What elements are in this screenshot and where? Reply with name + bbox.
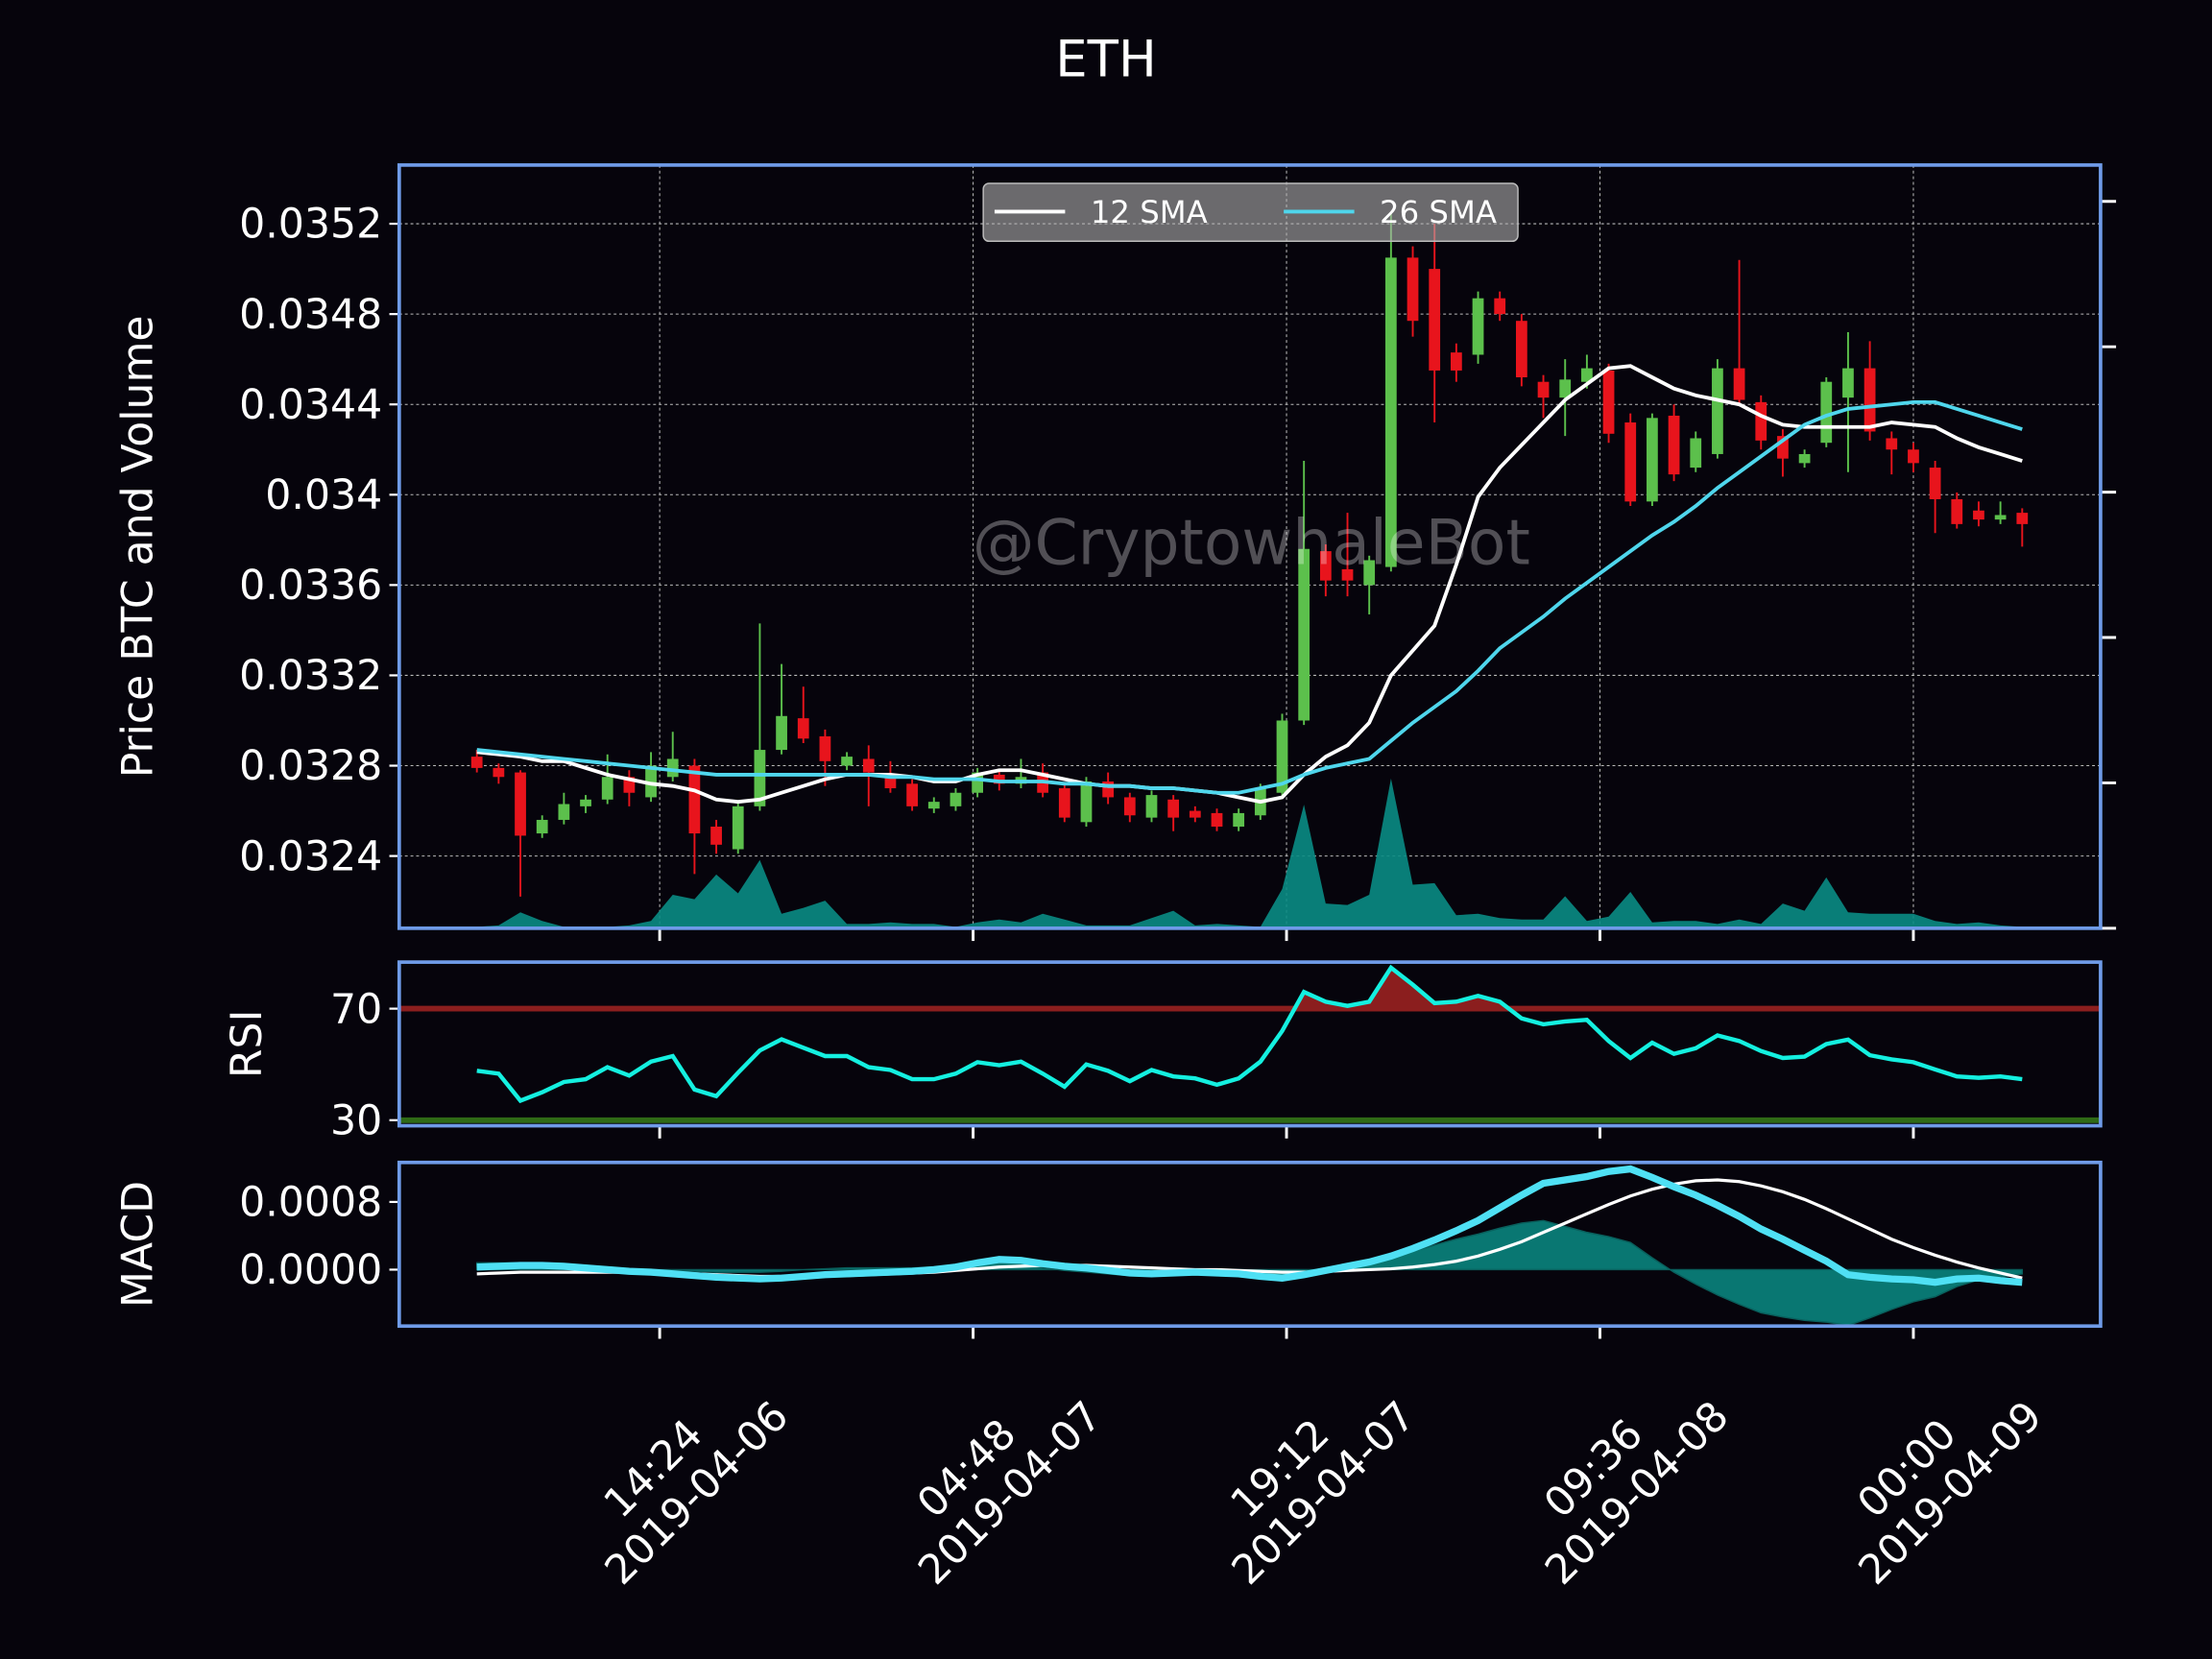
candle-body bbox=[1951, 498, 1963, 524]
candle-body bbox=[862, 758, 875, 773]
candle-body bbox=[1276, 720, 1288, 793]
chart-title: ETH bbox=[1055, 30, 1156, 88]
candle-body bbox=[754, 750, 766, 806]
panel-frame bbox=[397, 1160, 2103, 1329]
candle-body bbox=[1733, 368, 1745, 400]
candle-body bbox=[645, 765, 657, 798]
candle-body bbox=[972, 772, 983, 793]
candle-body bbox=[993, 774, 1005, 784]
candle-body bbox=[666, 758, 679, 778]
y-tick-label: 0.0000 bbox=[239, 1246, 382, 1294]
candle-body bbox=[1058, 788, 1070, 818]
candle-body bbox=[1102, 781, 1115, 798]
y-axis-label: MACD bbox=[114, 1181, 163, 1308]
candle-body bbox=[1647, 418, 1658, 502]
candle-body bbox=[1581, 368, 1593, 382]
y-tick-label: 30 bbox=[330, 1096, 382, 1144]
candle-body bbox=[1908, 449, 1919, 464]
candle-body bbox=[1429, 269, 1441, 371]
candle-body bbox=[580, 799, 591, 806]
y-tick-label: 70 bbox=[330, 985, 382, 1033]
y-tick-label: 0.0344 bbox=[239, 381, 382, 429]
candle-body bbox=[1341, 568, 1354, 581]
candle-body bbox=[1167, 799, 1180, 818]
candle-body bbox=[906, 783, 918, 806]
candle-body bbox=[601, 777, 613, 800]
candle-body bbox=[515, 772, 526, 836]
y-tick-label: 0.0328 bbox=[239, 742, 382, 790]
y-tick-label: 0.0332 bbox=[239, 652, 382, 700]
candle-body bbox=[623, 777, 636, 793]
rsi-line bbox=[476, 964, 2023, 1104]
candle-body bbox=[1494, 298, 1506, 315]
candle-body bbox=[1298, 548, 1310, 721]
macd-line bbox=[476, 1165, 2023, 1286]
candle-body bbox=[884, 774, 897, 789]
y-tick-label: 0.034 bbox=[265, 471, 382, 519]
candle-body bbox=[1319, 551, 1332, 581]
legend-box bbox=[982, 182, 1519, 243]
candle-body bbox=[732, 805, 744, 850]
candle-body bbox=[1559, 379, 1572, 398]
candle-body bbox=[1516, 321, 1527, 377]
y-tick-label: 0.0352 bbox=[239, 201, 382, 249]
candle-body bbox=[558, 804, 570, 820]
watermark: @CryptowhaleBot bbox=[973, 508, 1530, 580]
candle-body bbox=[1363, 560, 1376, 586]
candle-body bbox=[1145, 795, 1158, 818]
candle-body bbox=[1886, 438, 1898, 450]
candle-body bbox=[688, 765, 701, 834]
panel-frame bbox=[397, 960, 2103, 1128]
y-tick-label: 0.0336 bbox=[239, 562, 382, 610]
candle-body bbox=[1994, 515, 2007, 520]
sma-line bbox=[476, 364, 2023, 805]
candle-body bbox=[1712, 368, 1723, 454]
candle-body bbox=[536, 819, 548, 834]
y-tick-label: 0.0348 bbox=[239, 291, 382, 339]
candle-body bbox=[493, 767, 505, 778]
candle-body bbox=[1123, 797, 1136, 816]
legend-label: 12 SMA bbox=[1091, 194, 1208, 230]
y-axis-label: RSI bbox=[223, 1010, 272, 1079]
candle-body bbox=[2016, 513, 2029, 524]
candle-body bbox=[1668, 415, 1680, 475]
candle-body bbox=[1602, 370, 1615, 434]
candle-body bbox=[776, 715, 787, 751]
y-tick-label: 0.0008 bbox=[239, 1179, 382, 1227]
candle-body bbox=[1450, 352, 1462, 371]
candle-body bbox=[1755, 401, 1767, 441]
candle-body bbox=[950, 792, 962, 806]
candle-body bbox=[841, 757, 853, 766]
candle-body bbox=[1384, 257, 1397, 567]
candle-body bbox=[1863, 368, 1876, 432]
candle-body bbox=[1973, 510, 1984, 520]
candle-body bbox=[1929, 468, 1941, 499]
candle-body bbox=[1211, 812, 1223, 828]
y-axis-label: Price BTC and Volume bbox=[114, 315, 163, 778]
y-tick-label: 0.0324 bbox=[239, 832, 382, 880]
candle-body bbox=[1777, 436, 1789, 459]
candle-body bbox=[1189, 810, 1201, 818]
legend-label: 26 SMA bbox=[1380, 194, 1497, 230]
candle-body bbox=[1842, 368, 1854, 398]
candle-body bbox=[1624, 422, 1637, 502]
candle-body bbox=[1407, 257, 1419, 322]
candle-body bbox=[1080, 781, 1093, 823]
candle-body bbox=[1820, 381, 1833, 444]
candle-body bbox=[1233, 812, 1245, 828]
candle-body bbox=[927, 802, 940, 809]
sma-line bbox=[476, 399, 2023, 795]
candle-body bbox=[710, 827, 722, 845]
panel-frame bbox=[397, 163, 2103, 930]
candle-body bbox=[1537, 381, 1550, 398]
candle-body bbox=[819, 735, 831, 761]
candle-body bbox=[1690, 438, 1702, 469]
candle-body bbox=[1472, 298, 1484, 355]
candle-body bbox=[797, 718, 809, 739]
candle-body bbox=[470, 757, 483, 768]
candle-body bbox=[1798, 453, 1811, 464]
